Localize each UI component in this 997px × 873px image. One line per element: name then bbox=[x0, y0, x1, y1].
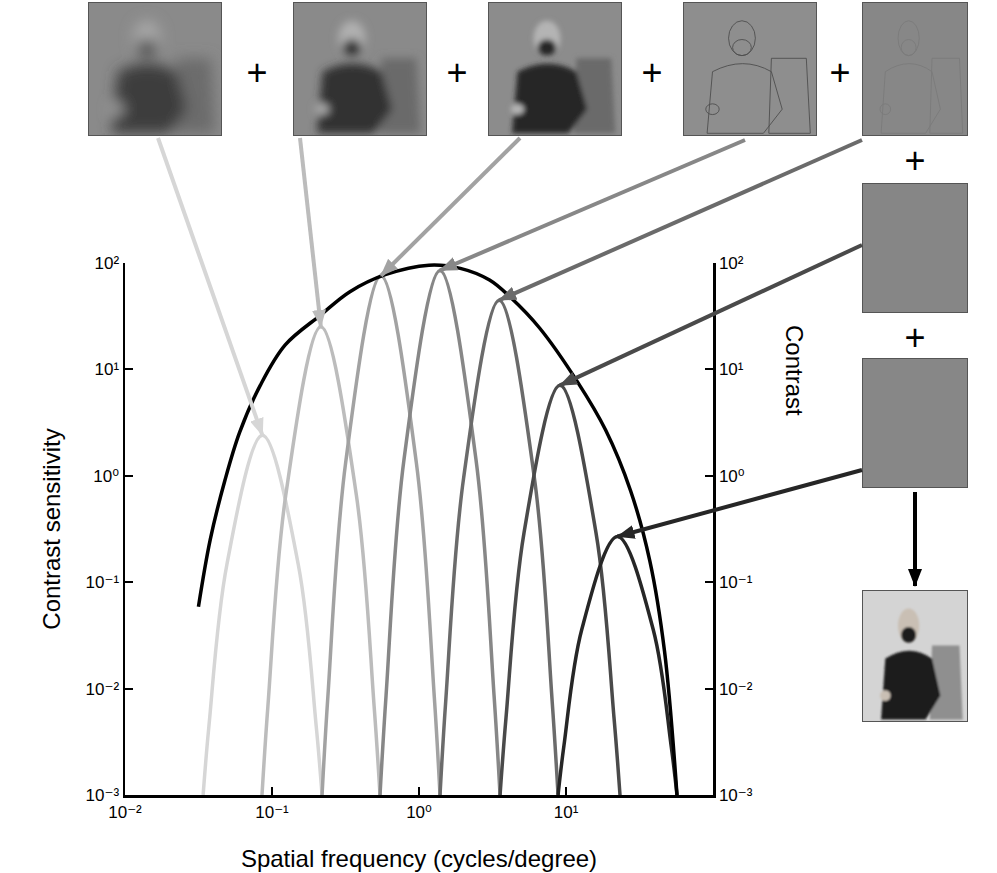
svg-text:10⁻²: 10⁻² bbox=[719, 680, 753, 699]
svg-text:Contrast: Contrast bbox=[781, 325, 808, 416]
svg-text:Contrast sensitivity: Contrast sensitivity bbox=[38, 428, 65, 629]
svg-text:10¹: 10¹ bbox=[719, 360, 744, 379]
svg-text:10⁰: 10⁰ bbox=[719, 467, 745, 486]
svg-text:10⁻²: 10⁻² bbox=[86, 680, 120, 699]
svg-text:10¹: 10¹ bbox=[95, 360, 120, 379]
svg-text:10¹: 10¹ bbox=[554, 803, 579, 822]
svg-text:10⁰: 10⁰ bbox=[93, 467, 119, 486]
svg-text:10⁻²: 10⁻² bbox=[108, 803, 142, 822]
svg-text:10⁻¹: 10⁻¹ bbox=[86, 573, 120, 592]
svg-text:+: + bbox=[641, 52, 662, 93]
svg-text:10⁰: 10⁰ bbox=[406, 803, 432, 822]
svg-text:10⁻³: 10⁻³ bbox=[86, 786, 120, 805]
svg-text:10⁻¹: 10⁻¹ bbox=[719, 573, 753, 592]
svg-text:+: + bbox=[446, 52, 467, 93]
svg-text:+: + bbox=[829, 52, 850, 93]
svg-text:+: + bbox=[904, 317, 925, 358]
svg-text:10²: 10² bbox=[95, 254, 120, 273]
svg-text:+: + bbox=[246, 52, 267, 93]
svg-text:+: + bbox=[904, 140, 925, 181]
svg-text:10⁻¹: 10⁻¹ bbox=[255, 803, 289, 822]
svg-text:10²: 10² bbox=[719, 254, 744, 273]
svg-text:10⁻³: 10⁻³ bbox=[719, 786, 753, 805]
svg-text:Spatial frequency (cycles/degr: Spatial frequency (cycles/degree) bbox=[241, 845, 597, 872]
